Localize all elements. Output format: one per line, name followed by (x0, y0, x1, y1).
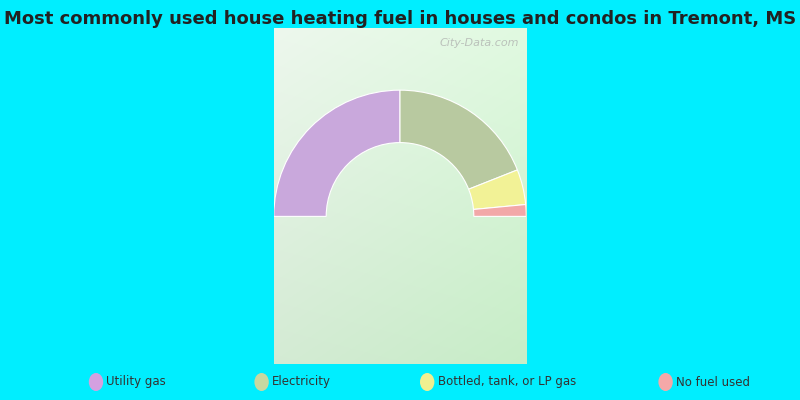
Wedge shape (474, 204, 526, 216)
Text: No fuel used: No fuel used (676, 376, 750, 388)
Text: Most commonly used house heating fuel in houses and condos in Tremont, MS: Most commonly used house heating fuel in… (4, 10, 796, 28)
Text: City-Data.com: City-Data.com (439, 38, 518, 48)
Wedge shape (400, 90, 518, 189)
Text: Electricity: Electricity (272, 376, 331, 388)
Ellipse shape (89, 373, 103, 391)
Ellipse shape (420, 373, 434, 391)
Text: Bottled, tank, or LP gas: Bottled, tank, or LP gas (438, 376, 576, 388)
Ellipse shape (658, 373, 673, 391)
Wedge shape (274, 90, 400, 216)
Text: Utility gas: Utility gas (106, 376, 166, 388)
Ellipse shape (254, 373, 269, 391)
Wedge shape (469, 170, 526, 210)
